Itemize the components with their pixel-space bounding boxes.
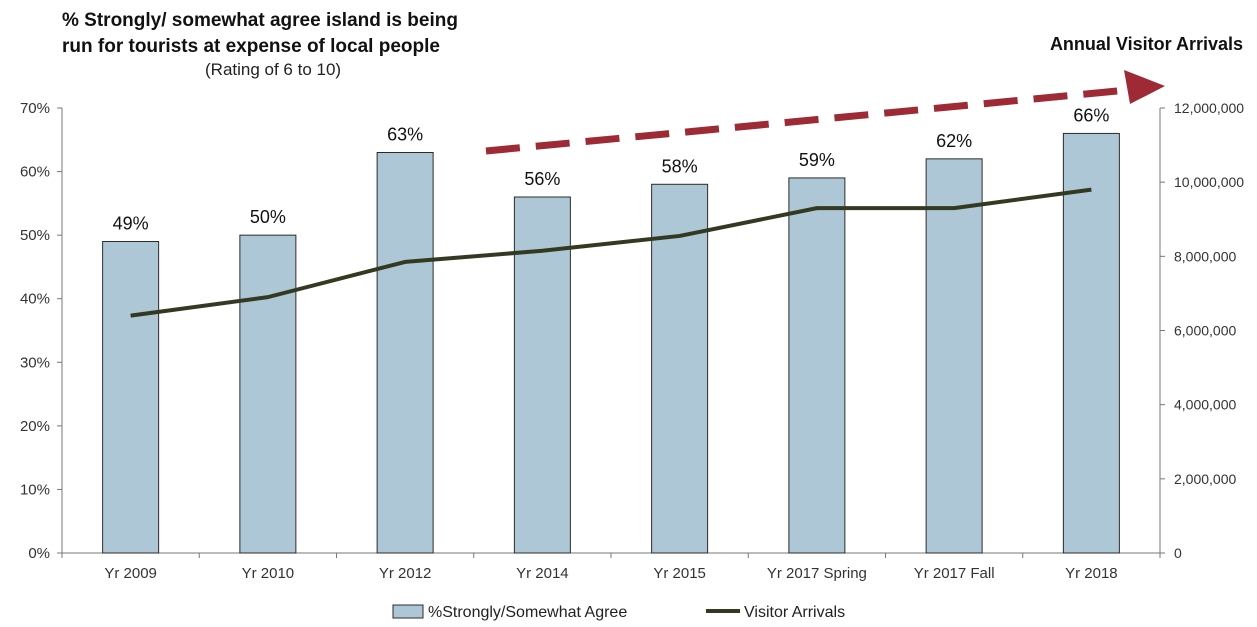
visitor-arrivals-line — [130, 187, 1092, 318]
bar-data-label: 49% — [113, 214, 149, 234]
legend-bar-swatch — [392, 604, 424, 619]
x-tick-label: Yr 2015 — [653, 565, 706, 582]
bar — [925, 158, 983, 554]
bar-data-label: 50% — [250, 207, 286, 227]
bar-data-label: 58% — [662, 156, 698, 176]
right-tick-label: 12,000,000 — [1174, 100, 1244, 116]
x-tick-label: Yr 2018 — [1065, 565, 1118, 582]
left-tick-label: 0% — [28, 545, 50, 562]
bar-data-label: 66% — [1073, 105, 1109, 125]
trend-arrow-shaft — [485, 86, 1129, 155]
left-tick-label: 10% — [20, 481, 50, 498]
right-tick-label: 8,000,000 — [1174, 248, 1236, 264]
left-tick-label: 50% — [20, 227, 50, 244]
x-tick-label: Yr 2014 — [516, 565, 569, 582]
right-tick-label: 4,000,000 — [1174, 397, 1236, 413]
x-tick-label: Yr 2010 — [242, 565, 295, 582]
bar — [239, 234, 297, 554]
bar — [376, 152, 434, 554]
bar-data-label: 56% — [524, 169, 560, 189]
bar — [513, 196, 571, 554]
left-tick-label: 40% — [20, 291, 50, 308]
left-tick-label: 20% — [20, 418, 50, 435]
chart-title-line-1: % Strongly/ somewhat agree island is bei… — [62, 10, 458, 31]
x-tick-label: Yr 2017 Fall — [914, 565, 995, 582]
x-tick-label: Yr 2012 — [379, 565, 432, 582]
bar-data-label: 59% — [799, 150, 835, 170]
x-tick-label: Yr 2009 — [104, 565, 157, 582]
x-tick-label: Yr 2017 Spring — [767, 565, 867, 582]
right-tick-label: 2,000,000 — [1174, 471, 1236, 487]
right-tick-label: 0 — [1174, 545, 1182, 561]
right-axis-title: Annual Visitor Arrivals — [1049, 34, 1243, 54]
bar-data-label: 62% — [936, 131, 972, 151]
right-tick-label: 10,000,000 — [1174, 174, 1244, 190]
legend-line-label: Visitor Arrivals — [744, 604, 845, 621]
trend-arrow-head — [1124, 70, 1165, 104]
left-tick-label: 30% — [20, 354, 50, 371]
legend-bar-label: %Strongly/Somewhat Agree — [428, 604, 627, 621]
bar — [1062, 132, 1120, 554]
right-tick-label: 6,000,000 — [1174, 323, 1236, 339]
bar — [788, 177, 846, 554]
bar — [651, 183, 709, 554]
bar — [102, 241, 160, 554]
chart-title-line-2: run for tourists at expense of local peo… — [62, 36, 440, 57]
chart-subtitle: (Rating of 6 to 10) — [205, 60, 342, 79]
left-tick-label: 60% — [20, 164, 50, 181]
chart-title: % Strongly/ somewhat agree island is bei… — [62, 8, 458, 60]
bar-data-label: 63% — [387, 125, 423, 145]
left-tick-label: 70% — [20, 100, 50, 117]
